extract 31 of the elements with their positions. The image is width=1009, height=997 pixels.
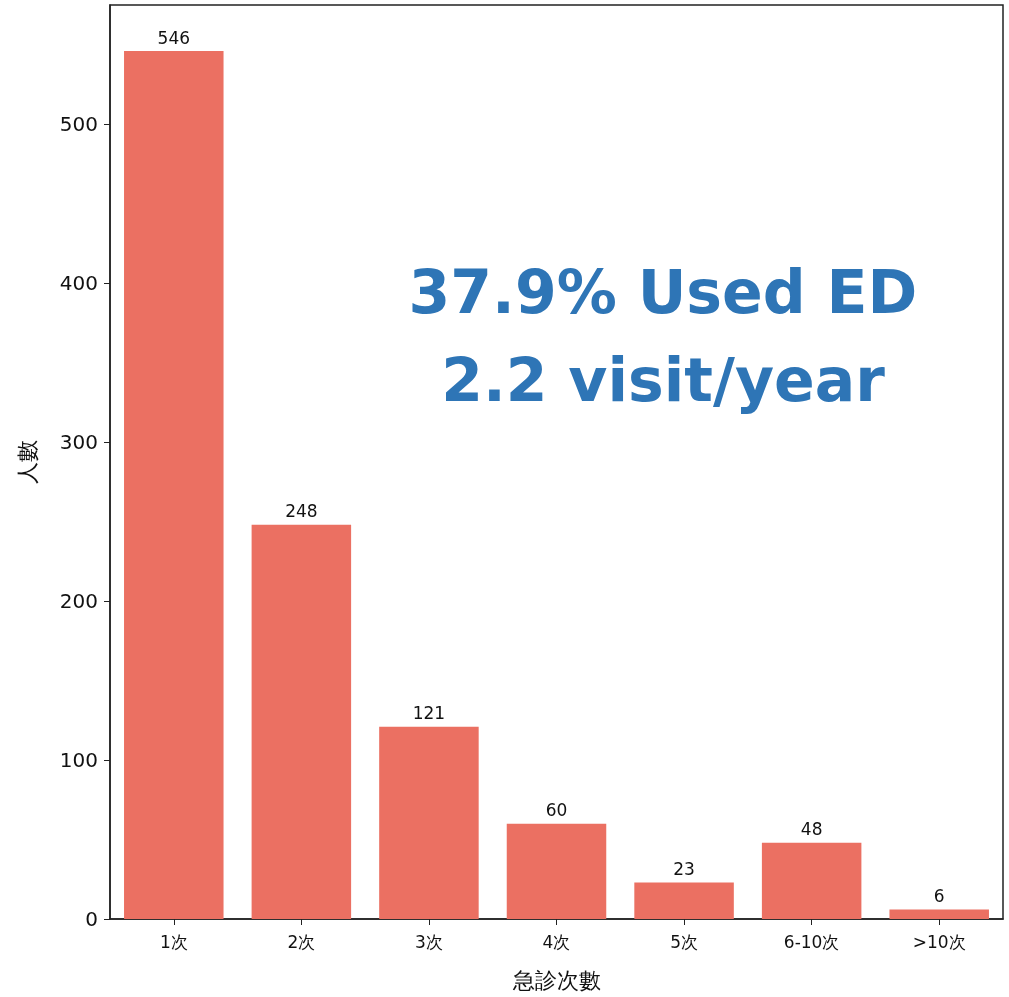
bar: [251, 524, 352, 919]
bar: [634, 882, 734, 919]
x-tick-label: 1次: [159, 931, 188, 952]
y-tick-label: 400: [59, 271, 98, 296]
x-tick-label: 4次: [542, 931, 571, 952]
bar: [506, 823, 607, 919]
bar: [379, 726, 479, 919]
annotation: 2.2 visit/year: [441, 345, 886, 415]
data-label: 23: [673, 858, 695, 879]
x-tick-label: >10次: [912, 931, 966, 952]
y-axis-title: 人數: [14, 440, 40, 484]
data-label: 48: [800, 819, 823, 840]
y-tick-label: 500: [59, 112, 98, 137]
annotation: 37.9% Used ED: [408, 257, 918, 327]
bar: [124, 51, 224, 919]
y-tick-label: 300: [59, 430, 98, 455]
data-label: 6: [933, 885, 945, 906]
y-tick-label: 0: [85, 907, 98, 931]
y-tick-label: 100: [59, 748, 98, 773]
x-tick-label: 3次: [415, 931, 443, 952]
data-label: 121: [412, 703, 446, 724]
x-tick-label: 2次: [287, 931, 316, 952]
x-tick-label: 5次: [670, 931, 698, 952]
data-label: 248: [285, 501, 318, 522]
bar: [889, 909, 989, 919]
data-label: 60: [545, 800, 568, 821]
bar: [761, 842, 862, 919]
x-tick-label: 6-10次: [783, 931, 840, 952]
x-axis-title: 急診次數: [511, 967, 601, 993]
data-label: 546: [157, 27, 191, 48]
y-tick-label: 200: [59, 589, 98, 614]
